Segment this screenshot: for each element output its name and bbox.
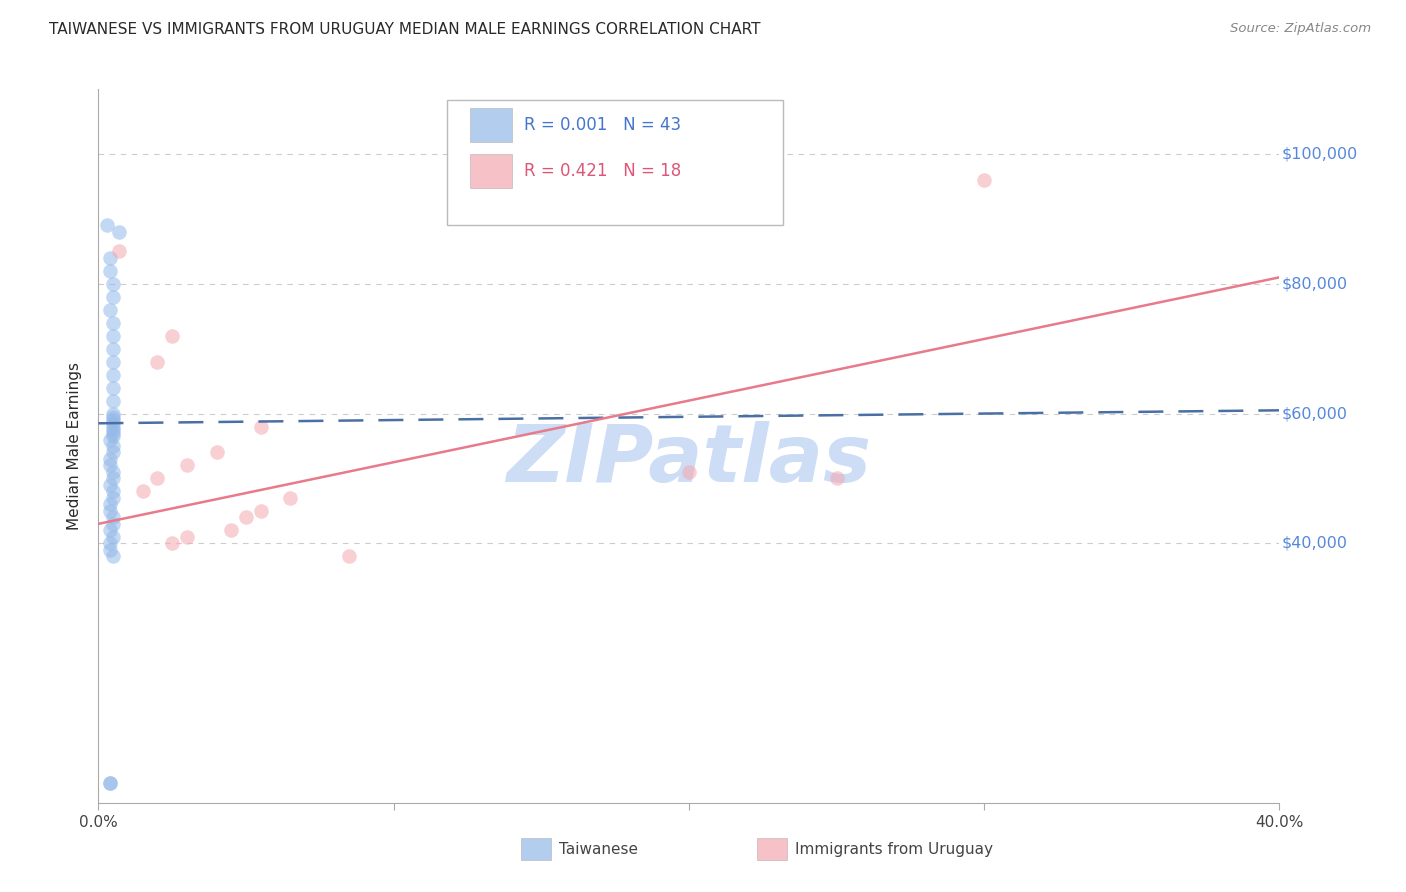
- Point: [103, 439, 125, 453]
- Point: [103, 530, 125, 544]
- Point: [103, 417, 125, 431]
- Point: [219, 524, 242, 538]
- Point: [678, 465, 700, 479]
- Point: [98, 497, 121, 511]
- Point: [103, 549, 125, 564]
- Point: [103, 342, 125, 356]
- Point: [103, 423, 125, 437]
- Text: $100,000: $100,000: [1282, 146, 1358, 161]
- Point: [103, 484, 125, 499]
- Text: Taiwanese: Taiwanese: [560, 842, 638, 856]
- Y-axis label: Median Male Earnings: Median Male Earnings: [67, 362, 83, 530]
- Point: [103, 471, 125, 485]
- Text: R = 0.421   N = 18: R = 0.421 N = 18: [523, 162, 681, 180]
- Point: [103, 407, 125, 421]
- Text: Source: ZipAtlas.com: Source: ZipAtlas.com: [1230, 22, 1371, 36]
- FancyBboxPatch shape: [522, 838, 551, 860]
- Point: [98, 776, 121, 790]
- Point: [162, 328, 183, 343]
- Point: [98, 542, 121, 557]
- Point: [250, 419, 273, 434]
- Point: [98, 433, 121, 447]
- FancyBboxPatch shape: [471, 108, 512, 142]
- Point: [162, 536, 183, 550]
- FancyBboxPatch shape: [758, 838, 787, 860]
- Point: [108, 244, 131, 259]
- Point: [103, 429, 125, 443]
- Point: [103, 354, 125, 368]
- Point: [176, 458, 198, 473]
- Text: Immigrants from Uruguay: Immigrants from Uruguay: [796, 842, 993, 856]
- Text: R = 0.001   N = 43: R = 0.001 N = 43: [523, 116, 681, 134]
- Point: [103, 516, 125, 531]
- Text: ZIPatlas: ZIPatlas: [506, 421, 872, 500]
- Point: [96, 219, 118, 233]
- Point: [235, 510, 257, 524]
- Point: [103, 316, 125, 330]
- Point: [278, 491, 302, 505]
- Point: [98, 776, 121, 790]
- Point: [103, 393, 125, 408]
- Point: [98, 264, 121, 278]
- FancyBboxPatch shape: [447, 100, 783, 225]
- Point: [103, 419, 125, 434]
- Point: [98, 536, 121, 550]
- Point: [825, 471, 848, 485]
- Point: [103, 465, 125, 479]
- Point: [103, 445, 125, 459]
- Point: [103, 328, 125, 343]
- Point: [103, 510, 125, 524]
- Point: [103, 425, 125, 440]
- Point: [103, 491, 125, 505]
- Point: [146, 354, 169, 368]
- Text: $80,000: $80,000: [1282, 277, 1348, 292]
- Point: [973, 173, 995, 187]
- Point: [337, 549, 360, 564]
- Point: [98, 504, 121, 518]
- Point: [103, 381, 125, 395]
- Point: [146, 471, 169, 485]
- Text: TAIWANESE VS IMMIGRANTS FROM URUGUAY MEDIAN MALE EARNINGS CORRELATION CHART: TAIWANESE VS IMMIGRANTS FROM URUGUAY MED…: [49, 22, 761, 37]
- Point: [98, 251, 121, 265]
- Point: [98, 478, 121, 492]
- Point: [205, 445, 228, 459]
- Point: [103, 290, 125, 304]
- Point: [176, 530, 198, 544]
- Point: [103, 409, 125, 424]
- Point: [103, 413, 125, 427]
- Point: [98, 524, 121, 538]
- Point: [108, 225, 131, 239]
- Point: [132, 484, 155, 499]
- Text: $60,000: $60,000: [1282, 406, 1348, 421]
- Point: [250, 504, 273, 518]
- Point: [98, 458, 121, 473]
- Text: $40,000: $40,000: [1282, 536, 1348, 550]
- FancyBboxPatch shape: [471, 154, 512, 188]
- Point: [98, 302, 121, 317]
- Point: [98, 452, 121, 467]
- Point: [103, 368, 125, 382]
- Point: [103, 277, 125, 291]
